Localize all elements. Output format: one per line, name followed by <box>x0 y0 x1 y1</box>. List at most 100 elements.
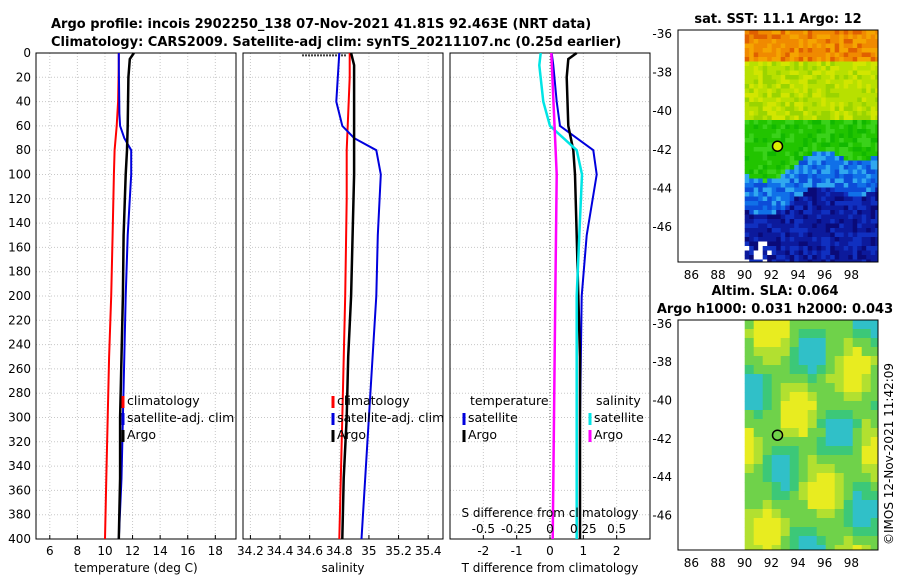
map-cell <box>861 232 867 238</box>
map-cell <box>753 219 759 224</box>
map-cell <box>776 178 781 184</box>
map-cell <box>848 43 853 49</box>
map-cell <box>762 536 772 546</box>
map-cell <box>839 75 844 80</box>
map-cell <box>807 165 813 170</box>
map-cell <box>798 223 804 229</box>
map-cell <box>861 124 867 130</box>
map-cell <box>762 237 768 242</box>
map-cell <box>816 246 822 251</box>
map-cell <box>875 187 879 193</box>
map-cell <box>834 93 840 98</box>
map-cell <box>789 410 799 420</box>
map-cell <box>857 70 862 76</box>
map-cell <box>776 232 781 238</box>
map-cell <box>780 192 786 197</box>
map-cell <box>834 138 840 143</box>
map-cell <box>789 509 799 519</box>
map-cell <box>852 57 858 62</box>
map-cell <box>843 192 849 197</box>
map-cell <box>780 228 786 233</box>
map-cell <box>866 205 871 211</box>
map-cell <box>780 536 790 546</box>
map-cell <box>744 66 750 71</box>
map-cell <box>789 57 795 62</box>
x-axis-label: temperature (deg C) <box>74 561 197 575</box>
x-tick-label: 18 <box>208 544 223 558</box>
map-cell <box>794 255 799 260</box>
map-cell <box>803 183 808 188</box>
map-cell <box>762 34 768 40</box>
map-cell <box>866 133 871 139</box>
map-cell <box>749 169 754 175</box>
map-cell <box>834 491 844 501</box>
map-cell <box>821 120 826 125</box>
map-cell <box>780 61 786 67</box>
map-cell <box>794 52 799 58</box>
map-cell <box>780 187 786 193</box>
map-cell <box>852 138 858 143</box>
map-cell <box>758 246 763 251</box>
map-cell <box>812 201 817 206</box>
map-cell <box>821 84 826 89</box>
map-cell <box>812 124 817 130</box>
map-cell <box>771 347 781 357</box>
map-cell <box>749 259 754 263</box>
map-cell <box>776 97 781 103</box>
map-y-tick-label: -46 <box>652 509 672 523</box>
map-cell <box>794 129 799 134</box>
map-cell <box>812 205 817 211</box>
difference-panel: -2 -1 0 1 2T difference from climatology-0.5… <box>449 51 651 575</box>
map-cell <box>825 129 831 134</box>
map-cell <box>785 147 790 152</box>
map-cell <box>825 97 831 103</box>
map-cell <box>780 509 790 519</box>
map-cell <box>771 57 777 62</box>
map-cell <box>785 88 790 94</box>
map-cell <box>767 124 772 130</box>
map-cell <box>785 232 790 238</box>
map-cell <box>870 455 879 465</box>
map-cell <box>785 169 790 175</box>
map-cell <box>816 187 822 193</box>
map-cell <box>807 518 817 528</box>
map-cell <box>861 237 867 242</box>
map-cell <box>758 147 763 152</box>
map-cell <box>861 120 867 125</box>
map-cell <box>803 259 808 263</box>
map-cell <box>785 61 790 67</box>
map-cell <box>812 43 817 49</box>
map-cell <box>875 210 879 215</box>
map-cell <box>825 34 831 40</box>
map-cell <box>744 437 754 447</box>
map-cell <box>852 255 858 260</box>
map-cell <box>866 97 871 103</box>
map-cell <box>857 214 862 220</box>
map-cell <box>762 428 772 438</box>
map-cell <box>749 151 754 157</box>
map-cell <box>753 147 759 152</box>
map-cell <box>798 66 804 71</box>
map-cell <box>798 183 804 188</box>
map-cell <box>848 192 853 197</box>
map-y-tick-label: -36 <box>652 317 672 331</box>
map-cell <box>816 88 822 94</box>
map-cell <box>812 174 817 179</box>
map-cell <box>762 178 768 184</box>
map-cell <box>798 30 804 35</box>
map-cell <box>794 165 799 170</box>
map-cell <box>798 97 804 103</box>
map-cell <box>848 120 853 125</box>
map-cell <box>762 446 772 456</box>
map-cell <box>758 205 763 211</box>
map-cell <box>861 39 867 44</box>
map-cell <box>839 124 844 130</box>
map-cell <box>785 160 790 166</box>
map-cell <box>762 491 772 501</box>
map-cell <box>807 169 813 175</box>
map-cell <box>825 88 831 94</box>
map-cell <box>839 192 844 197</box>
map-cell <box>749 61 754 67</box>
map-cell <box>816 419 826 429</box>
map-cell <box>762 356 772 366</box>
